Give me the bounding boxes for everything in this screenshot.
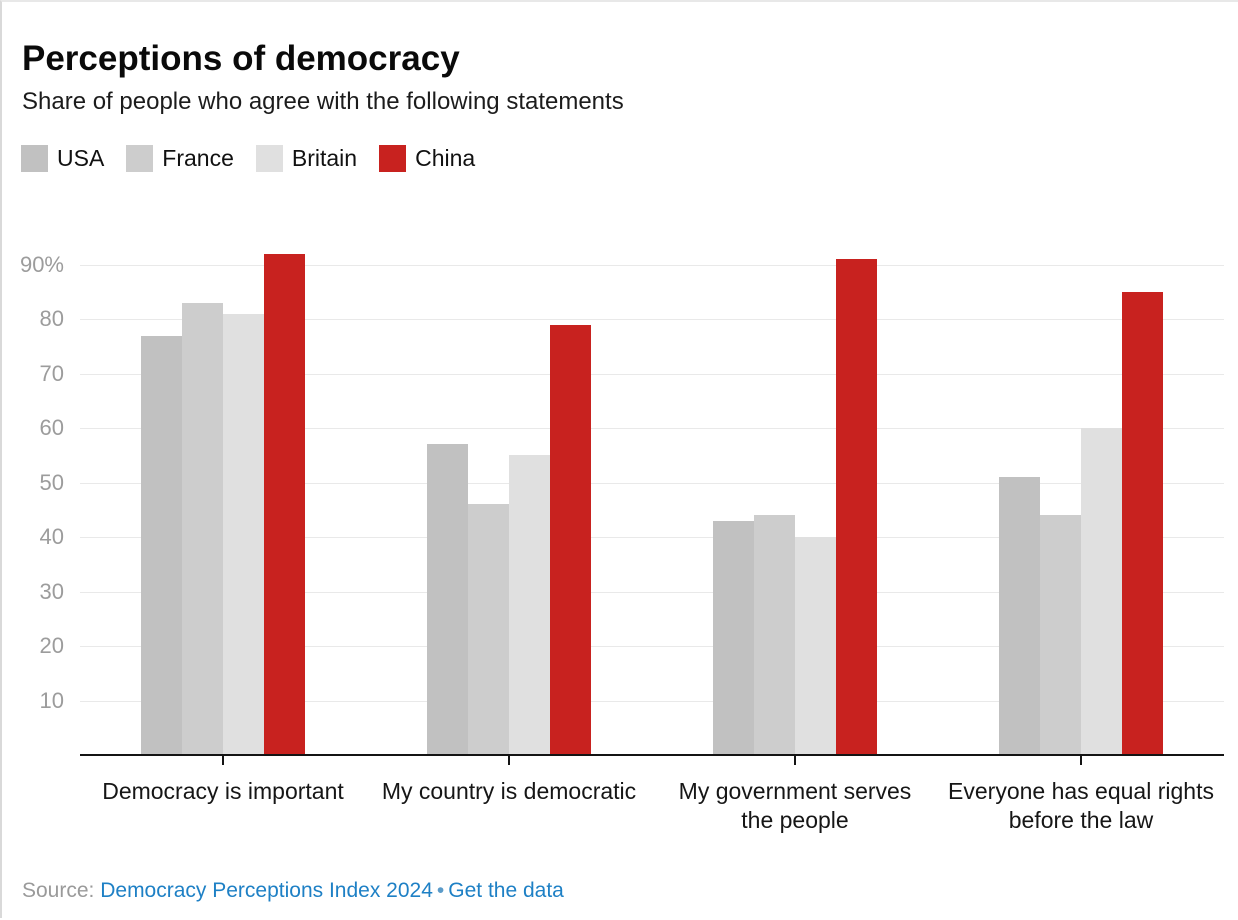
legend-swatch-china	[379, 145, 407, 172]
y-gridline-30	[80, 591, 1224, 593]
y-gridline-60	[80, 428, 1224, 430]
x-tick-3	[794, 756, 796, 765]
legend-swatch-britain	[255, 145, 283, 172]
bar-usa-category-4[interactable]	[999, 477, 1040, 755]
x-tick-4	[1080, 756, 1082, 765]
y-tick-label-10: 10	[39, 687, 64, 713]
y-tick-label-80: 80	[39, 306, 64, 332]
bar-britain-category-2[interactable]	[509, 455, 550, 755]
y-tick-label-30: 30	[39, 578, 64, 604]
bar-usa-category-2[interactable]	[427, 444, 468, 755]
y-tick-label-90: 90%	[19, 251, 64, 277]
x-axis-line	[80, 754, 1224, 756]
bar-france-category-3[interactable]	[754, 515, 795, 755]
page-subtitle: Share of people who agree with the follo…	[22, 88, 624, 115]
bar-britain-category-4[interactable]	[1081, 428, 1122, 755]
y-tick-label-20: 20	[39, 633, 64, 659]
bar-britain-category-1[interactable]	[223, 313, 264, 755]
bar-france-category-1[interactable]	[182, 302, 223, 755]
x-tick-1	[222, 756, 224, 765]
bar-china-category-2[interactable]	[550, 324, 591, 755]
x-tick-2	[508, 756, 510, 765]
y-gridline-50	[80, 482, 1224, 484]
legend-item-france: France	[126, 145, 234, 172]
legend-item-britain: Britain	[255, 145, 358, 172]
chart-legend: USA France Britain China	[21, 145, 475, 172]
x-category-label-3: My government serves the people	[678, 778, 912, 833]
source-line: Source: Democracy Perceptions Index 2024…	[22, 879, 564, 903]
legend-item-china: China	[379, 145, 475, 172]
x-category-label-2: My country is democratic	[381, 778, 637, 804]
x-category-label-1: Democracy is important	[102, 778, 344, 804]
y-gridline-10	[80, 700, 1224, 702]
legend-label-britain: Britain	[291, 145, 358, 171]
y-tick-label-50: 50	[39, 469, 64, 495]
page-title: Perceptions of democracy	[22, 39, 460, 79]
bar-usa-category-3[interactable]	[713, 520, 754, 755]
y-gridline-70	[80, 373, 1224, 375]
legend-label-usa: USA	[57, 145, 105, 171]
legend-label-france: France	[162, 145, 234, 171]
x-category-label-4: Everyone has equal rights before the law	[948, 778, 1214, 833]
legend-swatch-france	[126, 145, 154, 172]
y-gridline-20	[80, 646, 1224, 648]
y-tick-label-60: 60	[39, 415, 64, 441]
legend-item-usa: USA	[21, 145, 104, 172]
bar-china-category-3[interactable]	[836, 259, 877, 755]
legend-label-china: China	[415, 145, 476, 171]
bar-france-category-4[interactable]	[1040, 515, 1081, 755]
bar-china-category-4[interactable]	[1122, 291, 1163, 755]
y-gridline-80	[80, 319, 1224, 321]
y-gridline-40	[80, 537, 1224, 539]
y-gridline-90	[80, 264, 1224, 266]
get-the-data-link[interactable]: Get the data	[448, 879, 564, 902]
legend-swatch-usa	[21, 145, 48, 172]
bar-france-category-2[interactable]	[468, 504, 509, 755]
bar-usa-category-1[interactable]	[141, 335, 182, 755]
separator-dot: •	[436, 879, 445, 902]
source-label: Source:	[22, 879, 95, 902]
bar-china-category-1[interactable]	[264, 253, 305, 755]
y-tick-label-70: 70	[39, 360, 64, 386]
source-link[interactable]: Democracy Perceptions Index 2024	[100, 879, 433, 902]
y-tick-label-40: 40	[39, 524, 64, 550]
bar-britain-category-3[interactable]	[795, 537, 836, 755]
